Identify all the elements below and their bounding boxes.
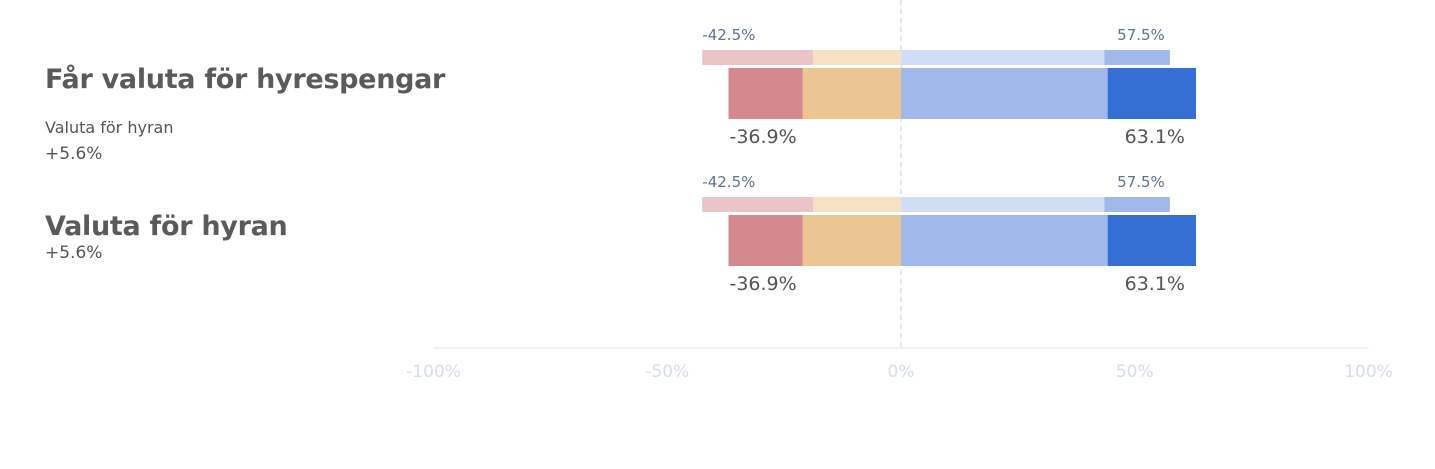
row-1-current-segment-negative [802,68,901,119]
row-2-reference-segment-positive [901,197,1105,212]
row-2-reference-negative-label: -42.5% [702,173,755,191]
row-2-current-right-cap [1187,215,1196,266]
row-2-reference-segment-strong-positive [1104,197,1170,212]
row-2-current-segment-strong-positive [1107,215,1196,266]
row-2-reference-positive-label: 57.5% [1117,173,1165,191]
row-1-current-negative-label: -36.9% [729,126,796,148]
row-2-reference-right-cap [1161,197,1170,212]
row-2-current-segment-strong-negative [728,215,803,266]
row-1-reference-segment-positive [901,50,1105,65]
x-tick-label: 100% [1344,362,1393,382]
row-1-current-right-cap [1187,68,1196,119]
row-1-reference-negative-label: -42.5% [702,26,755,44]
row-1-subtitle: Valuta för hyran [45,118,174,137]
row-1-current-segment-strong-positive [1107,68,1196,119]
row-1-current-positive-label: 63.1% [1125,126,1185,148]
row-1-reference-right-cap [1161,50,1170,65]
row-2-delta: +5.6% [45,243,103,263]
row-1-current-segment-positive [901,68,1108,119]
row-1-current-segment-strong-negative [728,68,803,119]
row-2-current-segment-positive [901,215,1108,266]
row-1-title: Får valuta för hyrespengar [45,64,446,95]
row-1-delta: +5.6% [45,144,103,164]
row-2-reference-segment-strong-negative [702,197,814,212]
row-1-current-left-cap [728,68,737,119]
row-2-current-segment-negative [802,215,901,266]
row-2-current-negative-label: -36.9% [729,273,796,295]
row-1-reference-positive-label: 57.5% [1117,26,1165,44]
x-tick-label: -50% [645,362,689,382]
x-tick-label: -100% [406,362,461,382]
x-tick-label: 50% [1116,362,1154,382]
row-2-current-positive-label: 63.1% [1125,273,1185,295]
x-tick-label: 0% [888,362,915,382]
row-1-reference-left-cap [702,50,711,65]
row-1-reference-segment-strong-negative [702,50,814,65]
row-1-reference-segment-negative [813,50,901,65]
row-2-current-left-cap [728,215,737,266]
row-2-reference-left-cap [702,197,711,212]
row-2-reference-segment-negative [813,197,901,212]
row-2-title: Valuta för hyran [45,211,288,242]
row-1-reference-segment-strong-positive [1104,50,1170,65]
